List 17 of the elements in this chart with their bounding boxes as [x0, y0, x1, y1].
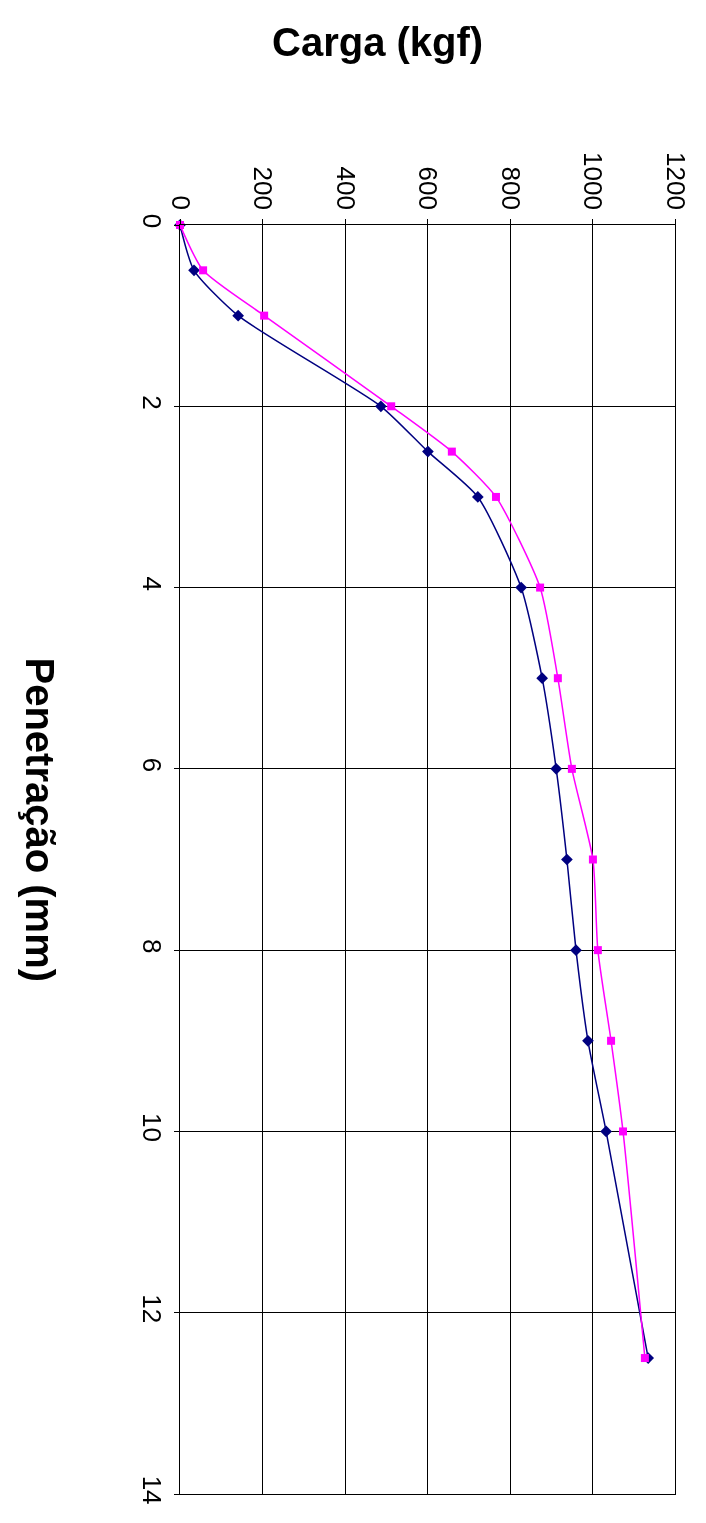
y-tick-label: 2: [136, 395, 167, 410]
y-tick-label: 6: [136, 757, 167, 773]
x-tick-label: 1200: [660, 152, 691, 210]
x-axis-title: Carga (kgf): [272, 20, 484, 64]
y-tick-label: 4: [136, 576, 167, 591]
x-tick-label: 1000: [578, 152, 609, 210]
y-axis-title: Penetração (mm): [17, 657, 62, 983]
x-tick-label: 800: [495, 166, 526, 210]
x-tick-label: 0: [165, 195, 196, 210]
y-tick-label: 14: [136, 1475, 167, 1505]
x-tick-label: 200: [248, 166, 279, 210]
x-tick-label: 600: [413, 166, 444, 210]
y-tick-label: 0: [136, 213, 167, 229]
y-tick-label: 10: [136, 1113, 167, 1142]
x-tick-label: 400: [330, 166, 361, 210]
y-tick-label: 8: [136, 939, 167, 954]
y-tick-label: 12: [136, 1294, 167, 1324]
